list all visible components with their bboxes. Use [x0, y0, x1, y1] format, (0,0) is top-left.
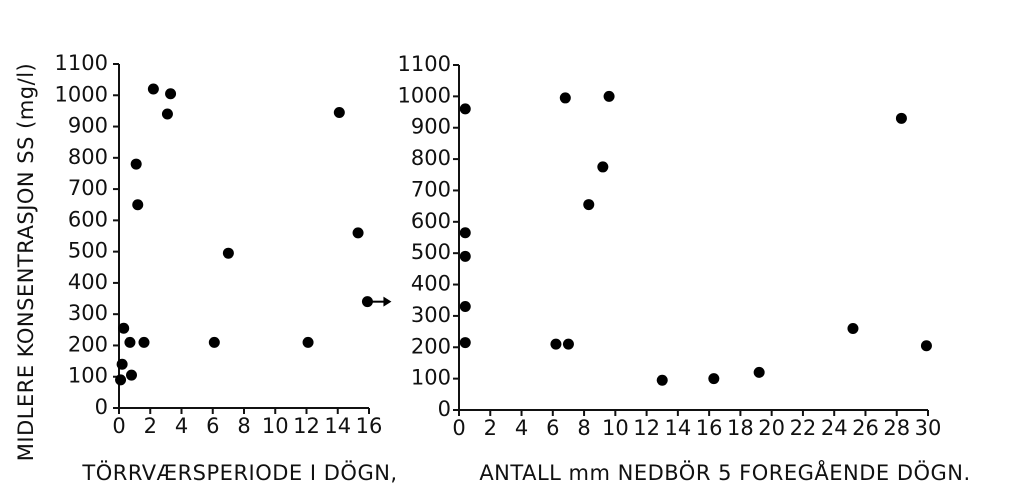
- right-y-tick-label: 300: [411, 303, 451, 327]
- left-data-point: [361, 296, 373, 308]
- right-y-tick-label: 800: [411, 146, 451, 170]
- right-x-tick-label: 16: [696, 416, 723, 440]
- left-y-tick-label: 200: [68, 332, 108, 356]
- left-x-tick-label: 10: [262, 414, 289, 438]
- right-x-tick-label: 12: [633, 416, 660, 440]
- left-y-tick-label: 1000: [55, 82, 108, 106]
- right-x-tick-label: 28: [883, 416, 910, 440]
- left-x-tick-label: 2: [144, 414, 157, 438]
- left-data-point: [352, 227, 364, 239]
- left-data-point: [222, 247, 234, 259]
- right-y-tick-label: 100: [411, 366, 451, 390]
- left-data-point: [130, 158, 142, 170]
- right-x-tick-label: 14: [664, 416, 691, 440]
- left-y-tick-label: 0: [95, 395, 108, 419]
- left-x-axis-title: TÖRRVÆRSPERIODE I DÖGN,: [81, 460, 397, 485]
- right-data-point: [847, 322, 859, 334]
- left-data-point: [147, 83, 159, 95]
- right-data-point: [656, 374, 668, 386]
- right-x-tick-label: 22: [790, 416, 817, 440]
- left-data-point: [116, 358, 128, 370]
- right-x-tick-label: 0: [452, 416, 465, 440]
- left-data-point: [118, 322, 130, 334]
- right-data-point: [550, 338, 562, 350]
- left-y-tick-label: 1100: [55, 51, 108, 75]
- left-y-tick-label: 500: [68, 239, 108, 263]
- left-y-tick-label: 100: [68, 364, 108, 388]
- right-x-tick-label: 26: [852, 416, 879, 440]
- y-axis-title: MIDLERE KONSENTRASJON SS (mg/l): [14, 63, 38, 461]
- right-y-tick-label: 400: [411, 272, 451, 296]
- left-data-point: [115, 374, 127, 386]
- right-y-tick-label: 700: [411, 177, 451, 201]
- left-x-tick-label: 12: [293, 414, 320, 438]
- left-x-tick-label: 14: [324, 414, 351, 438]
- right-x-tick-label: 2: [484, 416, 497, 440]
- left-y-tick-label: 600: [68, 207, 108, 231]
- left-x-tick-label: 4: [175, 414, 188, 438]
- right-y-tick-label: 600: [411, 209, 451, 233]
- left-y-tick-label: 300: [68, 301, 108, 325]
- right-x-tick-label: 4: [515, 416, 528, 440]
- left-y-tick-label: 800: [68, 145, 108, 169]
- right-y-tick-label: 0: [438, 397, 451, 421]
- right-y-tick-label: 500: [411, 240, 451, 264]
- right-data-point: [459, 103, 471, 115]
- right-x-tick-label: 10: [602, 416, 629, 440]
- right-data-point: [562, 338, 574, 350]
- right-y-tick-label: 1100: [398, 52, 451, 76]
- right-data-point: [708, 373, 720, 385]
- right-x-axis-title: ANTALL mm NEDBÖR 5 FOREGÅENDE DÖGN.: [479, 459, 970, 485]
- right-data-point: [603, 90, 615, 102]
- left-data-point: [333, 106, 345, 118]
- left-x-tick-label: 0: [112, 414, 125, 438]
- right-data-point: [583, 199, 595, 211]
- right-data-point: [920, 340, 932, 352]
- right-data-point: [459, 250, 471, 262]
- right-x-tick-label: 18: [727, 416, 754, 440]
- left-x-tick-label: 8: [237, 414, 250, 438]
- left-data-point: [124, 336, 136, 348]
- left-data-point: [208, 336, 220, 348]
- left-data-point: [138, 336, 150, 348]
- right-x-tick-label: 8: [577, 416, 590, 440]
- left-x-tick-label: 6: [206, 414, 219, 438]
- right-x-tick-label: 24: [821, 416, 848, 440]
- right-data-point: [597, 161, 609, 173]
- right-y-tick-label: 200: [411, 334, 451, 358]
- right-x-tick-label: 30: [915, 416, 942, 440]
- right-data-point: [753, 366, 765, 378]
- right-data-point: [459, 301, 471, 312]
- left-data-point: [126, 369, 137, 381]
- right-x-tick-label: 6: [546, 416, 559, 440]
- left-y-tick-label: 400: [68, 270, 108, 294]
- left-data-point: [302, 336, 314, 348]
- right-data-point: [459, 337, 471, 349]
- right-data-point: [459, 227, 471, 239]
- left-y-tick-label: 700: [68, 176, 108, 200]
- left-data-point: [165, 88, 177, 100]
- left-data-point: [161, 108, 173, 120]
- right-y-tick-label: 900: [411, 115, 451, 139]
- right-data-point: [559, 92, 571, 104]
- left-data-point: [132, 199, 144, 211]
- right-data-point: [895, 112, 907, 124]
- left-arrow-head: [383, 296, 392, 307]
- right-y-tick-label: 1000: [398, 83, 451, 107]
- left-y-tick-label: 900: [68, 114, 108, 138]
- right-x-tick-label: 20: [758, 416, 785, 440]
- left-x-tick-label: 16: [356, 414, 383, 438]
